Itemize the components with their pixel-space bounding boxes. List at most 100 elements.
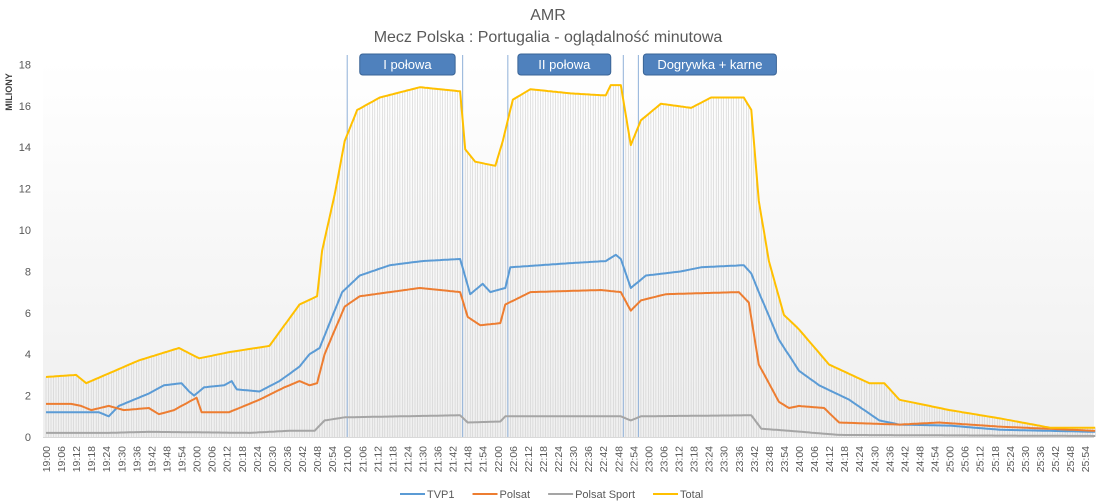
x-tick-label: 20:00 — [192, 446, 204, 472]
annotations: I połowa II połowa Dogrywka + karne — [359, 53, 777, 76]
x-tick-label: 24:36 — [884, 446, 896, 472]
x-tick-label: 23:48 — [764, 446, 776, 472]
x-tick-label: 25:48 — [1065, 446, 1077, 472]
y-tick-label: 6 — [25, 308, 31, 320]
x-tick-label: 19:06 — [56, 446, 68, 472]
x-tick-label: 19:42 — [146, 446, 158, 472]
legend: TVP1 Polsat Polsat Sport Total — [400, 489, 703, 501]
x-tick-label: 23:54 — [779, 446, 791, 472]
x-tick-label: 23:18 — [689, 446, 701, 472]
x-tick-label: 24:06 — [809, 446, 821, 472]
x-tick-label: 25:30 — [1020, 446, 1032, 472]
x-tick-label: 25:36 — [1035, 446, 1047, 472]
x-tick-label: 25:42 — [1050, 446, 1062, 472]
annotation-label: Dogrywka + karne — [657, 57, 762, 72]
x-tick-label: 24:00 — [794, 446, 806, 472]
annotation-label: II połowa — [538, 57, 591, 72]
y-tick-label: 0 — [25, 432, 31, 444]
x-tick-label: 23:30 — [719, 446, 731, 472]
x-tick-label: 20:36 — [282, 446, 294, 472]
plot-area — [43, 60, 1094, 437]
x-tick-label: 23:24 — [704, 446, 716, 472]
chart-title: AMR — [530, 7, 566, 24]
chart-subtitle: Mecz Polska : Portugalia - oglądalność m… — [374, 29, 723, 46]
x-tick-label: 25:24 — [1005, 446, 1017, 472]
annotation-box — [359, 53, 456, 76]
x-tick-label: 20:30 — [267, 446, 279, 472]
x-tick-label: 24:30 — [869, 446, 881, 472]
x-tick-label: 21:18 — [387, 446, 399, 472]
x-tick-label: 22:54 — [628, 446, 640, 472]
x-tick-label: 22:36 — [583, 446, 595, 472]
series-line-polsat-sport — [46, 414, 1096, 437]
annotation-label: I połowa — [383, 57, 432, 72]
x-tick-label: 22:24 — [553, 446, 565, 472]
x-tick-label: 20:12 — [222, 446, 234, 472]
legend-label: TVP1 — [427, 489, 455, 501]
x-tick-label: 20:54 — [327, 446, 339, 472]
series-line-tvp1 — [46, 253, 1096, 433]
x-tick-label: 24:54 — [930, 446, 942, 472]
x-tick-label: 22:18 — [538, 446, 550, 472]
x-tick-label: 21:06 — [357, 446, 369, 472]
x-tick-label: 25:12 — [975, 446, 987, 472]
y-tick-label: 10 — [19, 225, 31, 237]
x-tick-label: 19:54 — [177, 446, 189, 472]
x-tick-label: 23:06 — [658, 446, 670, 472]
series-lines — [45, 84, 1096, 437]
y-axis: 0 2 4 6 8 10 12 14 16 18 — [19, 59, 1094, 444]
x-tick-label: 19:36 — [131, 446, 143, 472]
x-tick-label: 19:00 — [41, 446, 53, 472]
x-tick-label: 24:18 — [839, 446, 851, 472]
y-axis-label: MILIONY — [4, 73, 14, 111]
x-tick-label: 22:30 — [568, 446, 580, 472]
x-tick-label: 20:48 — [312, 446, 324, 472]
legend-label: Polsat — [500, 489, 531, 501]
x-tick-label: 19:12 — [71, 446, 83, 472]
x-tick-label: 24:42 — [899, 446, 911, 472]
x-tick-label: 23:12 — [674, 446, 686, 472]
y-tick-label: 14 — [19, 142, 31, 154]
x-tick-label: 19:48 — [161, 446, 173, 472]
x-tick-label: 21:42 — [448, 446, 460, 472]
x-tick-label: 25:54 — [1080, 446, 1092, 472]
x-tick-label: 21:36 — [433, 446, 445, 472]
x-tick-label: 25:18 — [990, 446, 1002, 472]
x-tick-label: 24:48 — [914, 446, 926, 472]
x-tick-label: 21:48 — [463, 446, 475, 472]
y-tick-label: 4 — [25, 349, 31, 361]
x-tick-label: 23:42 — [749, 446, 761, 472]
x-tick-label: 24:12 — [824, 446, 836, 472]
series-line-polsat — [46, 287, 1096, 432]
x-tick-label: 21:30 — [418, 446, 430, 472]
legend-label: Total — [680, 489, 703, 501]
x-tick-label: 23:00 — [643, 446, 655, 472]
legend-label: Polsat Sport — [575, 489, 635, 501]
x-tick-label: 20:06 — [207, 446, 219, 472]
x-tick-label: 20:24 — [252, 446, 264, 472]
x-tick-label: 22:06 — [508, 446, 520, 472]
x-tick-label: 20:42 — [297, 446, 309, 472]
y-tick-label: 18 — [19, 59, 31, 71]
x-tick-label: 25:06 — [960, 446, 972, 472]
y-tick-label: 8 — [25, 266, 31, 278]
x-tick-label: 21:24 — [402, 446, 414, 472]
x-tick-label: 22:42 — [598, 446, 610, 472]
x-tick-label: 22:12 — [523, 446, 535, 472]
x-tick-label: 21:12 — [372, 446, 384, 472]
x-tick-label: 19:18 — [86, 446, 98, 472]
x-tick-label: 21:54 — [478, 446, 490, 472]
x-tick-label: 19:30 — [116, 446, 128, 472]
y-tick-label: 2 — [25, 391, 31, 403]
x-tick-label: 25:00 — [945, 446, 957, 472]
y-tick-label: 16 — [19, 101, 31, 113]
x-tick-label: 21:00 — [342, 446, 354, 472]
x-tick-label: 19:24 — [101, 446, 113, 472]
x-tick-label: 20:18 — [237, 446, 249, 472]
y-tick-label: 12 — [19, 184, 31, 196]
x-axis: 19:00 19:06 19:12 19:18 19:24 19:30 19:36 19:42… — [41, 446, 1092, 472]
x-tick-label: 22:00 — [493, 446, 505, 472]
series-line-total — [45, 84, 1096, 429]
x-tick-label: 22:48 — [613, 446, 625, 472]
